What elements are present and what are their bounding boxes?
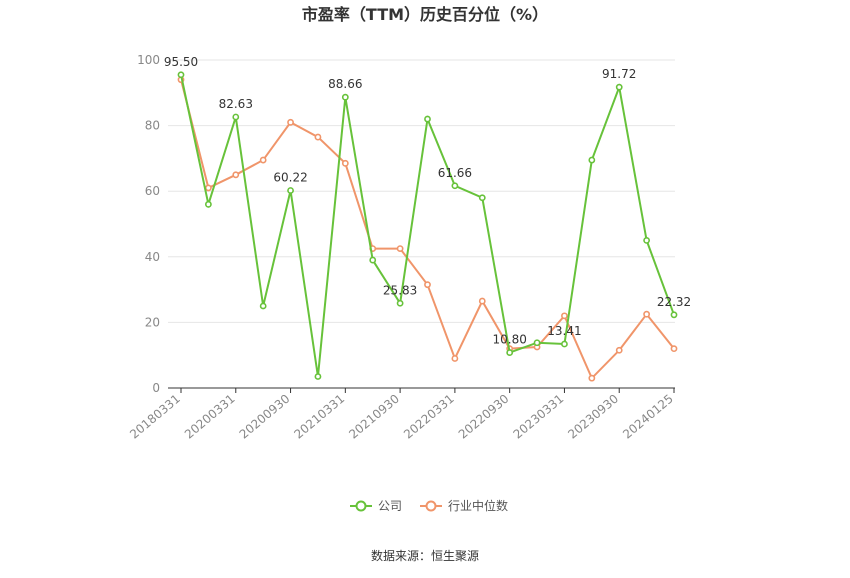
x-tick-label: 20200331 [182,392,238,442]
x-axis: 2018033120200331202009302021033120210930… [127,387,676,442]
point-industry[interactable] [561,312,568,320]
point-company[interactable] [232,113,240,121]
point-company[interactable] [588,156,596,164]
data-label: 91.72 [602,67,636,81]
point-company[interactable] [396,299,404,307]
point-industry[interactable] [232,171,240,179]
x-tick-label: 20230331 [511,392,567,442]
grid-lines [168,59,675,323]
point-industry[interactable] [451,355,459,362]
y-tick-label: 80 [145,119,160,133]
data-labels: 95.50 82.63 60.22 88.66 25.83 61.66 10.80 13.41… [164,55,691,347]
x-tick-label: 20210331 [291,392,347,442]
x-tick-label: 20200930 [237,392,293,442]
point-company[interactable] [615,83,623,91]
x-tick-label: 20230930 [565,392,621,442]
point-company[interactable] [533,339,541,347]
point-industry[interactable] [314,133,322,141]
legend-label: 公司 [378,499,402,513]
data-label: 22.32 [657,295,691,309]
point-industry[interactable] [424,281,431,289]
data-label: 82.63 [219,97,253,111]
point-industry[interactable] [670,345,678,353]
y-tick-label: 0 [152,381,160,395]
chart-title: 市盈率（TTM）历史百分位（%） [302,5,548,24]
point-company[interactable] [369,256,377,264]
point-industry[interactable] [396,245,404,252]
point-company[interactable] [478,194,486,202]
point-company[interactable] [204,200,212,208]
legend-marker [355,500,367,512]
data-label: 10.80 [492,333,526,347]
point-industry[interactable] [478,297,486,305]
x-tick-label: 20240125 [620,392,676,442]
x-tick-label: 20210930 [346,392,402,442]
data-label: 25.83 [383,283,417,297]
data-label: 95.50 [164,55,198,69]
legend[interactable]: 公司 行业中位数 [350,498,508,513]
point-company[interactable] [259,302,267,310]
y-tick-label: 60 [145,184,160,198]
point-company[interactable] [643,236,651,244]
point-company[interactable] [424,115,431,123]
point-company[interactable] [341,93,349,101]
y-axis: 0 20 40 60 80 100 [137,53,160,395]
data-source: 数据来源：恒生聚源 [371,548,479,563]
point-industry[interactable] [615,346,623,354]
legend-item-company[interactable]: 公司 [350,499,402,513]
point-company[interactable] [177,71,185,79]
point-industry[interactable] [643,310,651,318]
point-company[interactable] [451,182,459,190]
point-company[interactable] [506,349,514,356]
point-company[interactable] [561,340,568,348]
y-tick-label: 20 [145,315,160,329]
point-industry[interactable] [204,184,212,192]
point-industry[interactable] [259,156,267,164]
point-industry[interactable] [588,374,596,382]
legend-label: 行业中位数 [448,498,508,513]
x-tick-label: 20220331 [401,392,457,442]
data-label: 61.66 [438,166,472,180]
x-tick-label: 20220930 [456,392,512,442]
y-tick-label: 100 [137,53,160,67]
point-industry[interactable] [287,118,294,126]
point-company[interactable] [670,311,678,319]
data-label: 60.22 [273,170,307,184]
data-label: 88.66 [328,77,362,91]
point-industry[interactable] [341,159,349,167]
legend-marker [425,500,437,512]
series-layer [177,71,678,382]
point-company[interactable] [287,187,294,194]
legend-item-industry[interactable]: 行业中位数 [420,498,508,513]
y-tick-label: 40 [145,250,160,264]
point-company[interactable] [314,373,322,380]
x-tick-label: 20180331 [127,392,183,442]
data-label: 13.41 [547,324,581,338]
